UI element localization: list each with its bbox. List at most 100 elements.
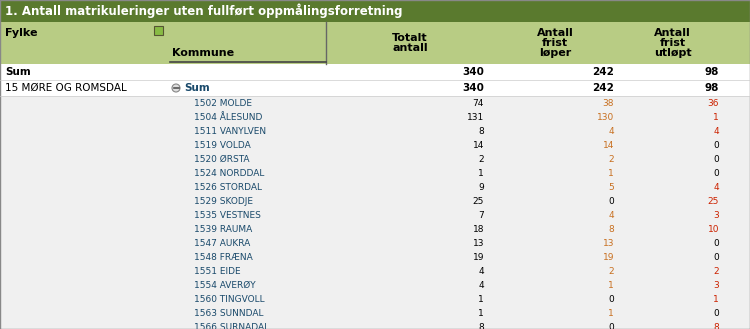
Text: 2: 2 [713, 266, 719, 275]
Text: Fylke: Fylke [5, 28, 38, 38]
Text: 10: 10 [707, 224, 719, 234]
Text: 13: 13 [472, 239, 484, 247]
Text: 14: 14 [603, 140, 614, 149]
Bar [0, 152, 750, 166]
Text: 0: 0 [713, 155, 719, 164]
Text: 1502 MOLDE: 1502 MOLDE [194, 98, 252, 108]
Text: 1: 1 [478, 309, 484, 317]
Text: 130: 130 [597, 113, 614, 121]
Text: 1551 EIDE: 1551 EIDE [194, 266, 241, 275]
Text: 8: 8 [478, 322, 484, 329]
Text: Kommune: Kommune [172, 48, 234, 59]
Bar [0, 278, 750, 292]
Text: 1: 1 [608, 281, 614, 290]
Bar [0, 264, 750, 278]
Text: 1: 1 [478, 294, 484, 303]
Text: 3: 3 [713, 281, 719, 290]
Text: 1539 RAUMA: 1539 RAUMA [194, 224, 252, 234]
Text: 14: 14 [472, 140, 484, 149]
Text: utløpt: utløpt [654, 48, 692, 58]
Text: 98: 98 [705, 67, 719, 77]
Text: 19: 19 [602, 252, 614, 262]
Text: 1535 VESTNES: 1535 VESTNES [194, 211, 261, 219]
Bar [0, 124, 750, 138]
Text: frist: frist [659, 38, 686, 48]
Text: 0: 0 [713, 309, 719, 317]
Text: 36: 36 [707, 98, 719, 108]
Bar [0, 138, 750, 152]
Text: 18: 18 [472, 224, 484, 234]
Text: 1. Antall matrikuleringer uten fullført oppmålingsforretning: 1. Antall matrikuleringer uten fullført … [5, 4, 403, 18]
Text: 19: 19 [472, 252, 484, 262]
Bar [0, 96, 750, 110]
Text: 8: 8 [713, 322, 719, 329]
Text: 0: 0 [713, 140, 719, 149]
Text: 0: 0 [713, 239, 719, 247]
Text: 1: 1 [478, 168, 484, 178]
Text: 4: 4 [608, 126, 614, 136]
Text: 5: 5 [608, 183, 614, 191]
Bar [0, 80, 750, 96]
Bar [0, 292, 750, 306]
Text: 3: 3 [713, 211, 719, 219]
Text: 2: 2 [478, 155, 484, 164]
Text: 1563 SUNNDAL: 1563 SUNNDAL [194, 309, 263, 317]
Text: 8: 8 [478, 126, 484, 136]
Bar [154, 26, 163, 35]
Text: 1548 FRÆNA: 1548 FRÆNA [194, 252, 253, 262]
Bar [0, 110, 750, 124]
Text: 7: 7 [478, 211, 484, 219]
Text: 1511 VANYLVEN: 1511 VANYLVEN [194, 126, 266, 136]
Text: 1: 1 [713, 113, 719, 121]
Bar [0, 236, 750, 250]
Text: 4: 4 [478, 281, 484, 290]
Text: 2: 2 [608, 155, 614, 164]
Text: 1520 ØRSTA: 1520 ØRSTA [194, 155, 250, 164]
Text: 0: 0 [608, 196, 614, 206]
Text: 38: 38 [602, 98, 614, 108]
Text: 1566 SURNADAL: 1566 SURNADAL [194, 322, 269, 329]
Text: 0: 0 [713, 252, 719, 262]
Text: 9: 9 [478, 183, 484, 191]
Text: 340: 340 [462, 67, 484, 77]
Text: 4: 4 [713, 126, 719, 136]
Text: Sum: Sum [5, 67, 31, 77]
Text: 74: 74 [472, 98, 484, 108]
Text: løper: løper [538, 48, 572, 58]
Text: 340: 340 [462, 83, 484, 93]
Text: 0: 0 [608, 322, 614, 329]
Text: 1529 SKODJE: 1529 SKODJE [194, 196, 253, 206]
Text: 13: 13 [602, 239, 614, 247]
Bar [0, 222, 750, 236]
Bar [0, 306, 750, 320]
Text: 25: 25 [708, 196, 719, 206]
Text: 1560 TINGVOLL: 1560 TINGVOLL [194, 294, 265, 303]
Text: 0: 0 [608, 294, 614, 303]
Text: 2: 2 [608, 266, 614, 275]
Text: Antall: Antall [537, 28, 573, 38]
Bar [0, 208, 750, 222]
Text: 15 MØRE OG ROMSDAL: 15 MØRE OG ROMSDAL [5, 83, 127, 93]
Text: 1547 AUKRA: 1547 AUKRA [194, 239, 250, 247]
Text: 1519 VOLDA: 1519 VOLDA [194, 140, 250, 149]
Text: 1554 AVERØY: 1554 AVERØY [194, 281, 256, 290]
Text: Sum: Sum [184, 83, 210, 93]
Text: 1524 NORDDAL: 1524 NORDDAL [194, 168, 264, 178]
Text: 0: 0 [713, 168, 719, 178]
Text: frist: frist [542, 38, 568, 48]
Text: 8: 8 [608, 224, 614, 234]
Bar [0, 180, 750, 194]
Text: 131: 131 [466, 113, 484, 121]
Bar [0, 320, 750, 329]
Text: 1504 ÅLESUND: 1504 ÅLESUND [194, 113, 262, 121]
Text: antall: antall [392, 43, 427, 53]
Bar [0, 250, 750, 264]
Bar [0, 22, 750, 64]
Text: Totalt: Totalt [392, 33, 427, 43]
Text: 4: 4 [608, 211, 614, 219]
Text: 242: 242 [592, 67, 614, 77]
Text: 4: 4 [478, 266, 484, 275]
Text: 1: 1 [608, 168, 614, 178]
Bar [0, 194, 750, 208]
Text: 25: 25 [472, 196, 484, 206]
